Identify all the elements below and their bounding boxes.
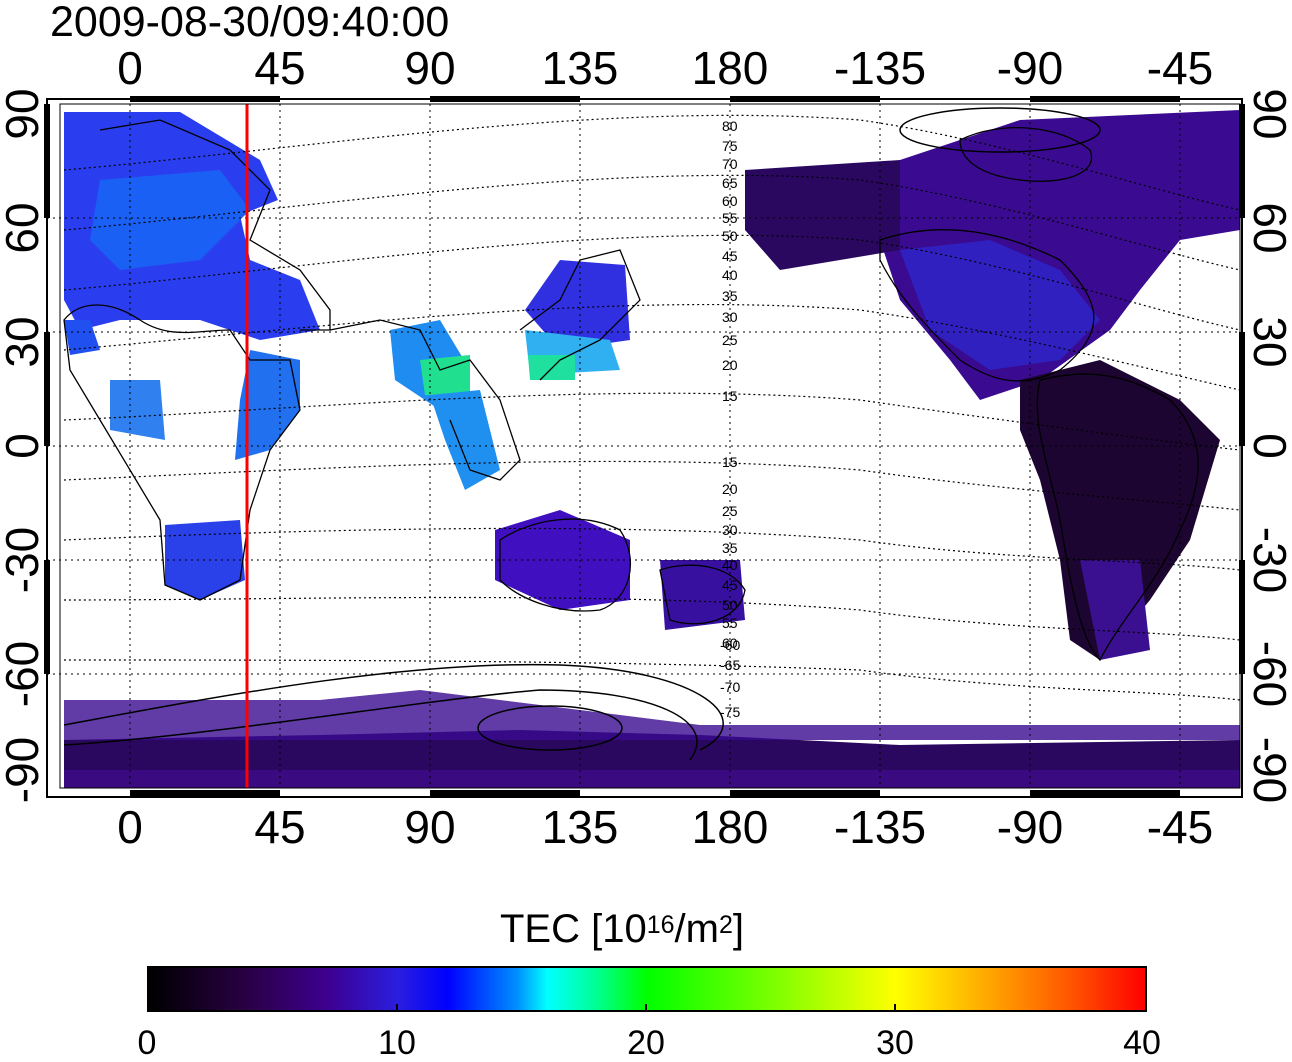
- colorbar-tick-label: 10: [378, 1024, 416, 1062]
- lon-tick-bottom: -90: [996, 801, 1064, 853]
- mlat-label: 50: [722, 597, 738, 613]
- mlat-label: 60: [722, 635, 738, 651]
- colorbar-tick-label: 0: [137, 1024, 157, 1062]
- lon-tick-bottom: 135: [541, 801, 619, 853]
- colorbar-title-mid: /m: [674, 907, 719, 951]
- lon-tick-bottom: 180: [691, 801, 769, 853]
- colorbar-title-exp2: 2: [718, 911, 733, 939]
- mlat-label: 45: [722, 248, 738, 264]
- colorbar-title-exp1: 16: [646, 911, 675, 939]
- mlat-label: -70: [720, 679, 740, 695]
- lon-tick-bottom: -135: [833, 801, 927, 853]
- lon-tick-bottom: -45: [1146, 801, 1214, 853]
- magnetic-lat-labels: 80 75 70 65 60 55 50 45 40 35 30 25 20 1…: [720, 118, 740, 720]
- lon-tick-top: 0: [117, 42, 143, 94]
- lon-tick-bottom: 45: [254, 801, 306, 853]
- colorbar-tick-mark: [894, 1004, 896, 1010]
- southern-magnetic-pole-contours: [63, 663, 724, 761]
- tec-data-layer: [64, 110, 1240, 788]
- mlat-label: 45: [722, 577, 738, 593]
- colorbar-title-end: ]: [732, 907, 744, 951]
- mlat-label: 65: [722, 175, 738, 191]
- mlat-label: 50: [722, 228, 738, 244]
- northern-magnetic-pole-contours: [899, 107, 1101, 153]
- lon-tick-bottom: 0: [117, 801, 143, 853]
- magnetic-contours: [63, 114, 1241, 701]
- mlat-label: -60: [720, 637, 740, 653]
- mlat-label: 25: [722, 332, 738, 348]
- map-timestamp: 2009-08-30/09:40:00: [50, 0, 450, 46]
- colorbar-title: TEC [1016/m2]: [500, 905, 744, 953]
- lon-tick-bottom: 90: [404, 801, 456, 853]
- colorbar-tick-mark: [645, 1004, 647, 1010]
- mlat-label: 80: [722, 118, 738, 134]
- colorbar-title-main: TEC [10: [500, 907, 647, 951]
- mlat-label: -65: [720, 657, 740, 673]
- lon-tick-top: -135: [833, 42, 927, 94]
- lat-tick-left: -90: [0, 736, 48, 804]
- mlat-label: 30: [722, 522, 738, 538]
- lon-tick-top: 45: [254, 42, 306, 94]
- coastlines: [63, 119, 1199, 662]
- mlat-label: -75: [720, 704, 740, 720]
- colorbar-tick-label: 30: [876, 1024, 914, 1062]
- mlat-label: 25: [722, 503, 738, 519]
- mlat-label: 30: [722, 309, 738, 325]
- colorbar: [147, 966, 1147, 1012]
- map-frame: [46, 98, 1243, 798]
- mlat-label: 35: [722, 288, 738, 304]
- mlat-label: 20: [722, 357, 738, 373]
- mlat-label: 35: [722, 540, 738, 556]
- mlat-label: 60: [722, 193, 738, 209]
- mlat-label: 55: [722, 615, 738, 631]
- mlat-label: 75: [722, 138, 738, 154]
- lon-tick-top: 180: [691, 42, 769, 94]
- lon-tick-top: -45: [1146, 42, 1214, 94]
- mlat-label: 15: [722, 388, 738, 404]
- mlat-label: 40: [722, 557, 738, 573]
- colorbar-tick-label: 20: [627, 1024, 665, 1062]
- lon-tick-top: -90: [996, 42, 1064, 94]
- colorbar-tick-mark: [396, 1004, 398, 1010]
- mlat-label: 55: [722, 210, 738, 226]
- mlat-label: 20: [722, 481, 738, 497]
- lon-tick-top: 90: [404, 42, 456, 94]
- lat-tick-right: -90: [1244, 736, 1292, 804]
- axis-bars: [44, 96, 1245, 796]
- mlat-label: 70: [722, 156, 738, 172]
- mlat-label: 15: [722, 454, 738, 470]
- colorbar-tick-label: 40: [1123, 1024, 1161, 1062]
- lon-tick-top: 135: [541, 42, 619, 94]
- mlat-label: 40: [722, 267, 738, 283]
